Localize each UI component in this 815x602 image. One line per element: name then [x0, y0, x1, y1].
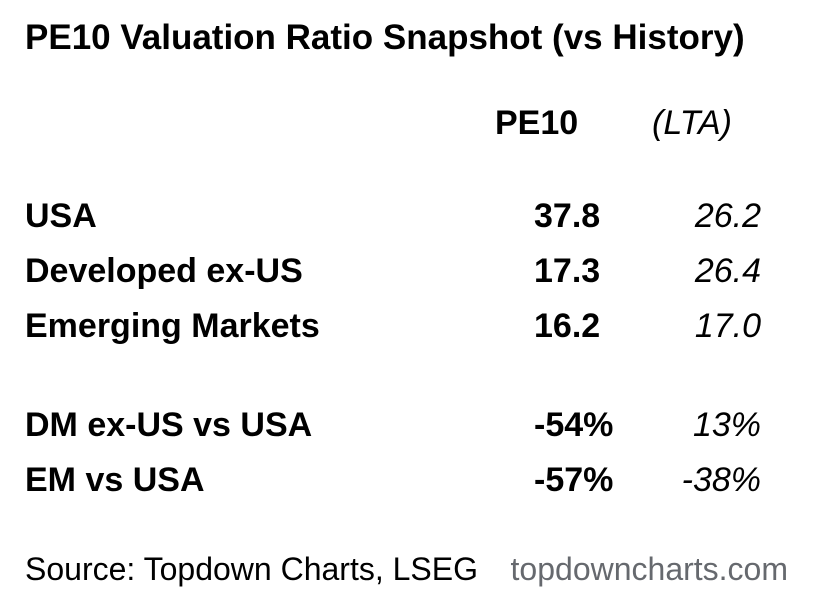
- table-row: Developed ex-US 17.3 26.4: [0, 244, 815, 299]
- column-header-lta: (LTA): [652, 104, 732, 142]
- table-row: USA 37.8 26.2: [0, 189, 815, 244]
- source-text: Source: Topdown Charts, LSEG: [25, 551, 478, 587]
- table-row: DM ex-US vs USA -54% 13%: [0, 398, 815, 453]
- lta-value: -38%: [681, 461, 761, 499]
- row-label: Emerging Markets: [25, 307, 320, 345]
- pe10-value: 17.3: [534, 252, 601, 290]
- lta-value: 13%: [692, 406, 761, 444]
- column-header-pe10: PE10: [495, 104, 579, 142]
- lta-value: 26.2: [694, 197, 761, 235]
- pe10-value: 16.2: [534, 307, 601, 345]
- table-header-row: PE10 (LTA): [0, 96, 815, 151]
- row-label: USA: [25, 197, 97, 235]
- row-label: DM ex-US vs USA: [25, 406, 313, 444]
- lta-value: 26.4: [694, 252, 761, 290]
- row-label: EM vs USA: [25, 461, 205, 499]
- page-title: PE10 Valuation Ratio Snapshot (vs Histor…: [25, 18, 745, 57]
- table-row: Emerging Markets 16.2 17.0: [0, 299, 815, 354]
- row-label: Developed ex-US: [25, 252, 303, 290]
- website-text: topdowncharts.com: [510, 551, 788, 587]
- pe10-value: -54%: [534, 406, 614, 444]
- pe10-value: 37.8: [534, 197, 601, 235]
- pe10-value: -57%: [534, 461, 614, 499]
- lta-value: 17.0: [694, 307, 761, 345]
- footer: Source: Topdown Charts, LSEG topdownchar…: [0, 542, 815, 597]
- table-row: EM vs USA -57% -38%: [0, 453, 815, 508]
